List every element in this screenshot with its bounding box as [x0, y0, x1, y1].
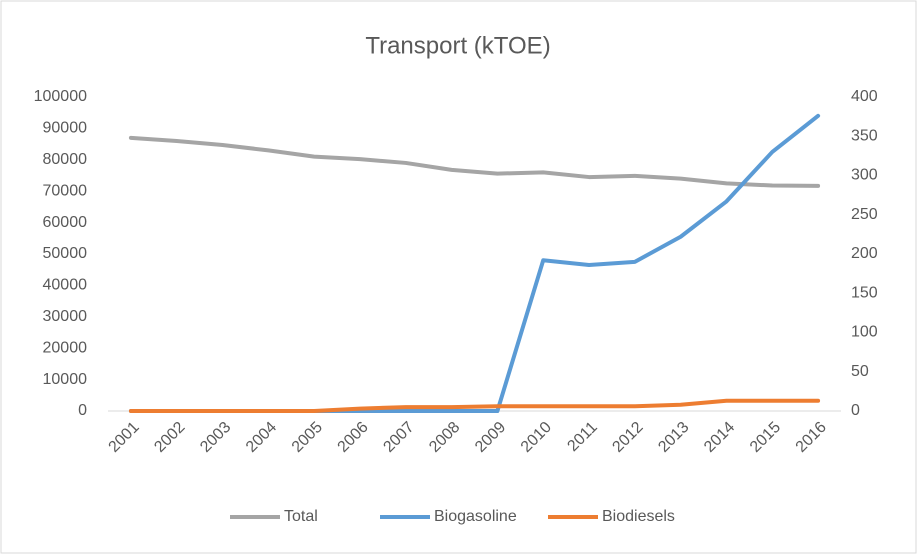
- y-tick-label: 80000: [43, 151, 88, 168]
- y2-tick-label: 400: [851, 88, 878, 105]
- legend-label: Biodiesels: [602, 508, 675, 525]
- chart-title: Transport (kTOE): [365, 32, 550, 59]
- y2-tick-label: 100: [851, 324, 878, 341]
- legend-label: Biogasoline: [434, 508, 517, 525]
- y-tick-label: 50000: [43, 245, 88, 262]
- legend-label: Total: [284, 508, 318, 525]
- y-tick-label: 30000: [43, 308, 88, 325]
- series-line: [128, 398, 821, 413]
- y-tick-label: 40000: [43, 277, 88, 294]
- y2-tick-label: 50: [851, 363, 869, 380]
- y-tick-label: 60000: [43, 214, 88, 231]
- y-tick-label: 0: [78, 402, 87, 419]
- y2-tick-label: 0: [851, 402, 860, 419]
- series-line: [128, 135, 821, 188]
- y-tick-label: 20000: [43, 339, 88, 356]
- y-tick-label: 10000: [43, 371, 88, 388]
- y2-tick-label: 150: [851, 284, 878, 301]
- y-tick-label: 70000: [43, 182, 88, 199]
- y2-tick-label: 250: [851, 206, 878, 223]
- y2-tick-label: 200: [851, 245, 878, 262]
- y2-tick-label: 350: [851, 127, 878, 144]
- y-tick-label: 100000: [34, 88, 87, 105]
- y-tick-label: 90000: [43, 120, 88, 137]
- y2-tick-label: 300: [851, 167, 878, 184]
